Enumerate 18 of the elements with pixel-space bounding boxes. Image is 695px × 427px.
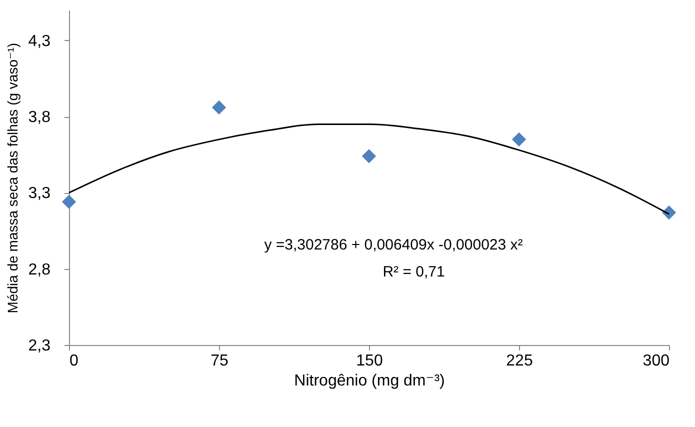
x-axis-title: Nitrogênio (mg dm⁻³) [294, 372, 445, 390]
x-tick-label: 75 [210, 352, 228, 370]
x-tick-label: 150 [356, 352, 383, 370]
point [62, 194, 76, 209]
annotation: R² = 0,71 [382, 263, 445, 280]
y-axis-title: Média de massa seca das folhas (g vaso⁻¹) [4, 42, 20, 314]
y-tick-label: 4,3 [28, 32, 51, 50]
y-tick-label: 3,8 [28, 109, 51, 126]
point [362, 149, 376, 164]
y-tick-label: 2,8 [28, 261, 51, 278]
x-tick-label: 225 [506, 352, 533, 370]
x-tick-label: 0 [70, 352, 78, 370]
point [512, 132, 526, 147]
y-tick-label: 3,3 [28, 185, 51, 202]
y-tick-label: 2,3 [28, 338, 51, 354]
annotation: y =3,302786 + 0,006409x -0,000023 x² [264, 236, 523, 254]
x-tick-label: 300 [642, 352, 670, 370]
point [212, 100, 226, 115]
